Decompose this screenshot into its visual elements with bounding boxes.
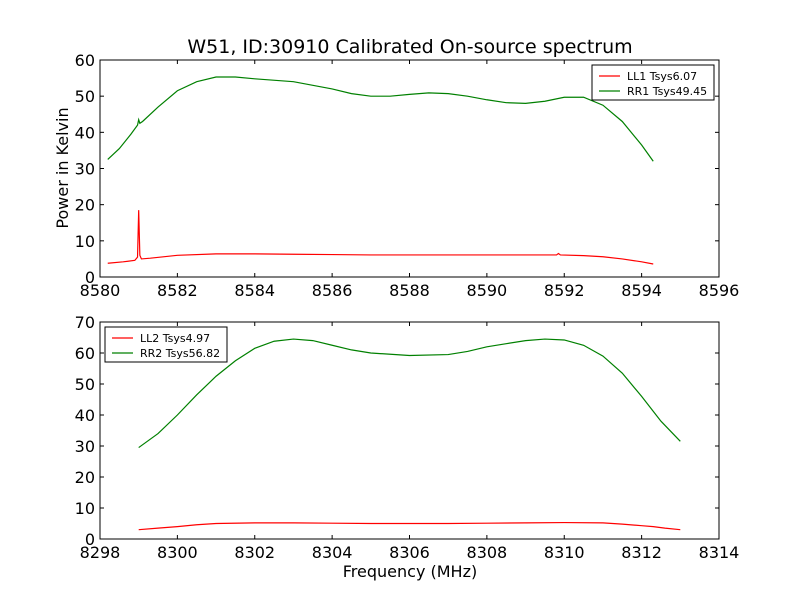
bottom-chart-panel: 8298 8300 8302 8304 8306 8308 8310 8312 8314 0 10 2…: [75, 313, 740, 562]
top-legend-box: [591, 64, 715, 101]
bottom-ytick-label: 40: [75, 406, 95, 425]
bottom-series-line-1: [138, 521, 681, 531]
top-xtick-label: 8586: [312, 281, 353, 300]
bottom-ytick-label: 10: [75, 499, 95, 518]
top-ytick-label: 60: [75, 51, 95, 70]
top-series-line-1: [107, 210, 654, 265]
bottom-chart-xlabel: Frequency (MHz): [343, 562, 477, 581]
top-xtick-label: 8588: [389, 281, 430, 300]
bottom-xtick-label: 8298: [80, 543, 121, 562]
bottom-series-line-2: [138, 338, 681, 449]
bottom-ytick-label: 60: [75, 344, 95, 363]
top-legend-label-2: RR1 Tsys49.45: [627, 85, 707, 98]
bottom-xtick-label: 8314: [699, 543, 740, 562]
top-chart-panel: 8580 8582 8584 8586 8588 8590 8592 8594 8596 0 10 2…: [75, 51, 740, 300]
bottom-xtick-label: 8306: [389, 543, 430, 562]
top-series-line-2: [107, 76, 654, 162]
top-xtick-label: 8582: [157, 281, 198, 300]
top-chart-ylabel: Power in Kelvin: [53, 107, 72, 228]
top-ytick-label: 0: [85, 268, 95, 287]
top-chart-title: W51, ID:30910 Calibrated On-source spect…: [187, 36, 632, 58]
bottom-legend-label-2: RR2 Tsys56.82: [140, 347, 220, 360]
bottom-xtick-label: 8300: [157, 543, 198, 562]
top-ytick-label: 10: [75, 232, 95, 251]
top-xtick-label: 8590: [467, 281, 508, 300]
bottom-xtick-label: 8302: [234, 543, 275, 562]
bottom-ytick-label: 70: [75, 313, 95, 332]
bottom-ytick-label: 30: [75, 437, 95, 456]
top-xtick-label: 8584: [234, 281, 275, 300]
top-ytick-label: 30: [75, 160, 95, 179]
bottom-ytick-label: 50: [75, 375, 95, 394]
top-xtick-label: 8592: [544, 281, 585, 300]
top-xtick-label: 8580: [80, 281, 121, 300]
bottom-xtick-label: 8312: [621, 543, 662, 562]
bottom-xtick-label: 8308: [467, 543, 508, 562]
bottom-ytick-label: 0: [85, 530, 95, 549]
top-xtick-label: 8594: [621, 281, 662, 300]
bottom-ytick-label: 20: [75, 468, 95, 487]
top-legend-label-1: LL1 Tsys6.07: [627, 70, 697, 83]
bottom-xtick-label: 8310: [544, 543, 585, 562]
top-ytick-label: 50: [75, 87, 95, 106]
bottom-xtick-label: 8304: [312, 543, 353, 562]
top-ytick-label: 40: [75, 123, 95, 142]
top-ytick-label: 20: [75, 196, 95, 215]
top-xtick-label: 8596: [699, 281, 740, 300]
bottom-legend-box: [104, 326, 228, 363]
bottom-legend-label-1: LL2 Tsys4.97: [140, 332, 210, 345]
